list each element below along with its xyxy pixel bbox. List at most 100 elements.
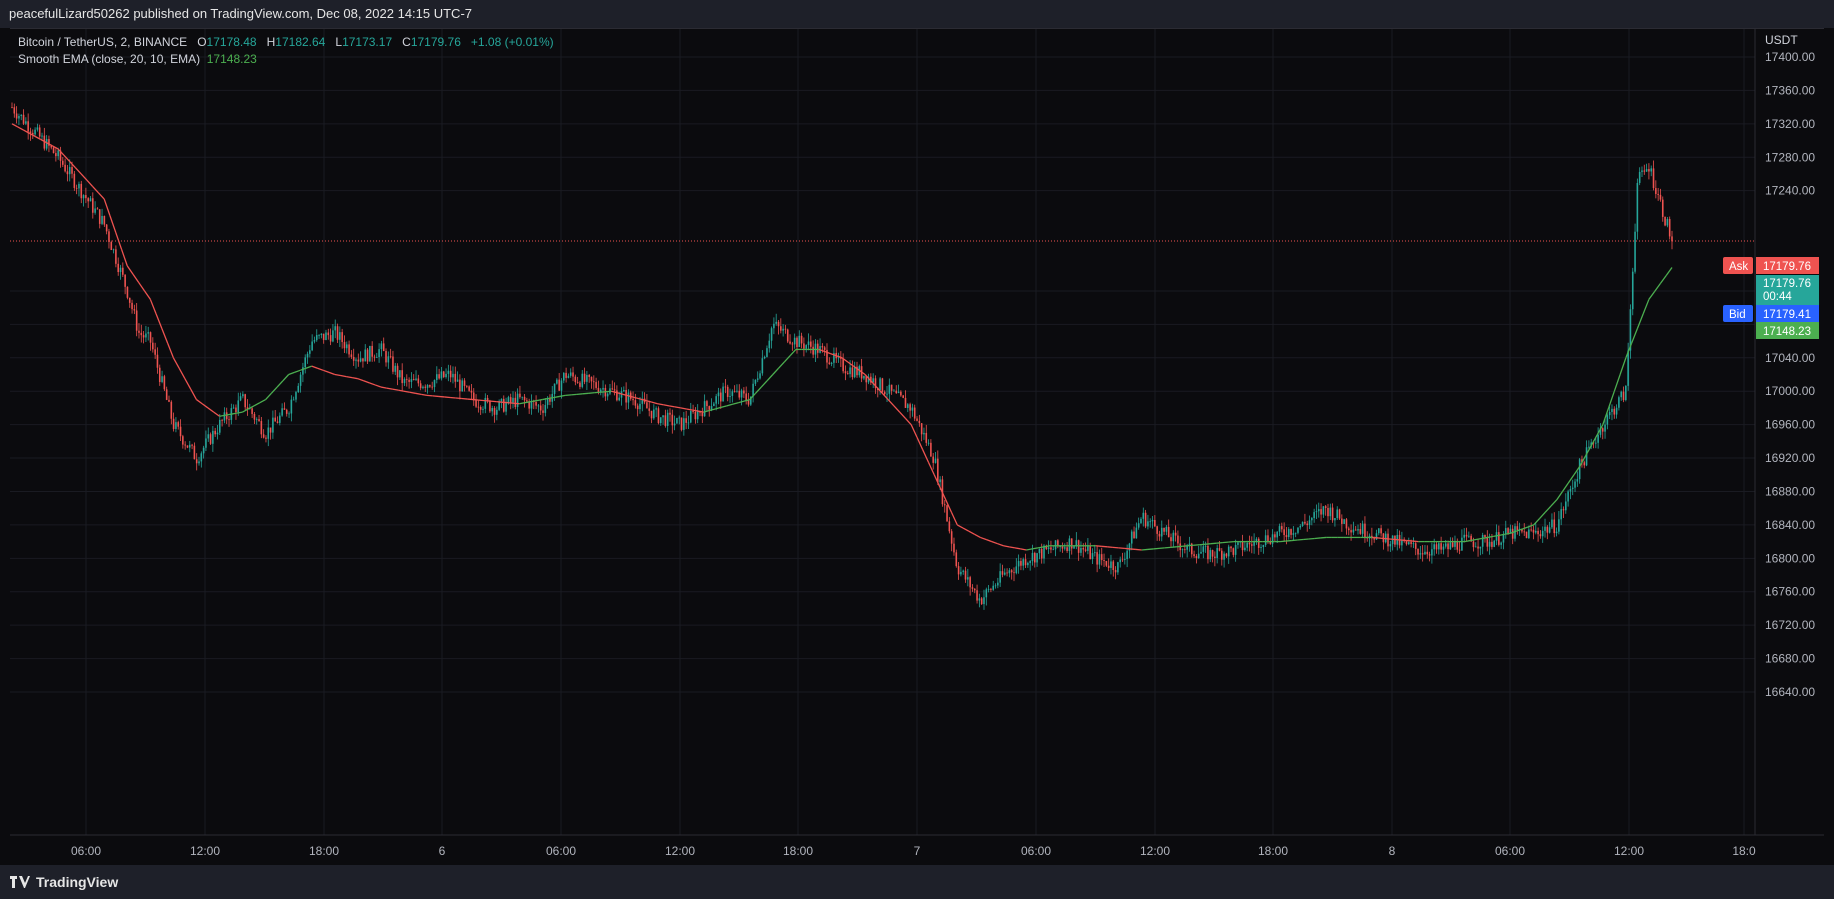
indicator-name[interactable]: Smooth EMA (close, 20, 10, EMA) bbox=[18, 52, 201, 66]
candle bbox=[1063, 543, 1066, 551]
candle bbox=[85, 187, 87, 204]
ema-segment bbox=[778, 361, 785, 369]
ema-segment bbox=[933, 474, 941, 488]
candle bbox=[1126, 544, 1128, 568]
candle bbox=[1438, 541, 1440, 555]
ema-segment bbox=[1584, 445, 1592, 457]
candle bbox=[793, 333, 796, 349]
candle bbox=[1227, 544, 1230, 564]
candle bbox=[717, 387, 720, 405]
candle bbox=[893, 389, 895, 392]
ema-segment bbox=[536, 398, 543, 402]
candle bbox=[1463, 528, 1466, 543]
candle bbox=[715, 393, 717, 411]
ema-segment bbox=[519, 402, 526, 405]
candle bbox=[373, 354, 376, 362]
candle bbox=[101, 208, 103, 226]
candle bbox=[242, 391, 244, 399]
symbol-name[interactable]: Bitcoin / TetherUS, 2, BINANCE bbox=[18, 35, 188, 49]
ema-segment bbox=[1158, 547, 1165, 550]
candle bbox=[1036, 552, 1038, 567]
candle bbox=[445, 368, 447, 379]
candle bbox=[819, 338, 821, 354]
ema-segment bbox=[432, 395, 439, 398]
ema-segment bbox=[1026, 548, 1033, 551]
ema-segment bbox=[1665, 267, 1673, 276]
candle bbox=[1050, 540, 1052, 554]
ema-segment bbox=[726, 403, 733, 407]
ema-segment bbox=[1228, 540, 1235, 543]
candle bbox=[468, 385, 470, 392]
ema-segment bbox=[415, 392, 422, 395]
candle bbox=[1599, 423, 1602, 438]
candle bbox=[980, 596, 983, 606]
candle bbox=[288, 411, 290, 418]
ema-segment bbox=[138, 282, 146, 292]
candle bbox=[479, 405, 482, 415]
ema-segment bbox=[1625, 342, 1633, 359]
ema-segment bbox=[1279, 540, 1286, 543]
candle bbox=[1595, 437, 1597, 449]
candle bbox=[937, 450, 939, 485]
candle bbox=[1604, 417, 1606, 439]
candle bbox=[191, 443, 193, 450]
candle bbox=[362, 358, 364, 368]
candle bbox=[1553, 512, 1556, 538]
candle bbox=[613, 382, 616, 396]
ema-segment bbox=[149, 299, 157, 315]
candle bbox=[1308, 515, 1311, 530]
ema-segment bbox=[1377, 537, 1384, 540]
candle bbox=[375, 352, 378, 358]
ema-segment bbox=[311, 365, 318, 369]
candle bbox=[339, 326, 341, 348]
candle bbox=[1366, 531, 1369, 542]
candle bbox=[484, 393, 487, 414]
ema-segment bbox=[1654, 283, 1661, 292]
candle bbox=[1384, 531, 1387, 544]
ema-segment bbox=[467, 398, 474, 401]
candle bbox=[1061, 542, 1064, 553]
ema-segment bbox=[1216, 542, 1223, 544]
candle bbox=[551, 386, 554, 408]
candle bbox=[784, 324, 787, 334]
candle bbox=[726, 384, 729, 402]
ema-segment bbox=[225, 413, 232, 416]
ema-segment bbox=[1314, 537, 1321, 540]
ema-segment bbox=[1533, 518, 1540, 526]
bid-label: Bid bbox=[1729, 309, 1746, 321]
ask-label: Ask bbox=[1729, 261, 1748, 273]
ema-segment bbox=[351, 376, 358, 380]
candle bbox=[290, 395, 293, 422]
candle bbox=[950, 529, 953, 552]
candle bbox=[327, 328, 330, 340]
candle bbox=[1558, 510, 1560, 535]
candle bbox=[61, 157, 64, 167]
ema-segment bbox=[69, 161, 76, 169]
tradingview-brand: TradingView bbox=[36, 874, 119, 890]
high-value: 17182.64 bbox=[275, 35, 326, 49]
candle bbox=[1655, 180, 1657, 199]
candle bbox=[1311, 516, 1313, 526]
candle bbox=[1571, 479, 1574, 496]
candle bbox=[752, 378, 754, 403]
candle bbox=[345, 341, 348, 354]
ema-segment bbox=[236, 411, 243, 414]
candle bbox=[883, 390, 886, 396]
candle bbox=[1516, 520, 1519, 535]
candle bbox=[1634, 223, 1636, 274]
ema-segment bbox=[789, 348, 797, 357]
ema-segment bbox=[328, 371, 335, 376]
candle bbox=[1098, 549, 1101, 569]
ema-segment bbox=[1037, 546, 1044, 549]
candle bbox=[1283, 522, 1285, 541]
candle bbox=[530, 394, 533, 415]
price-tick-label: 17400.00 bbox=[1765, 50, 1815, 64]
ema-segment bbox=[109, 215, 117, 233]
candle bbox=[431, 381, 433, 390]
candle bbox=[364, 344, 367, 362]
price-chart[interactable]: 17400.00 17360.00 17320.00 17280.00 17240.00… bbox=[0, 0, 1834, 865]
candle bbox=[1105, 560, 1108, 568]
candle bbox=[188, 440, 191, 453]
tradingview-logo[interactable]: TradingView bbox=[10, 874, 118, 890]
candle bbox=[925, 424, 928, 446]
